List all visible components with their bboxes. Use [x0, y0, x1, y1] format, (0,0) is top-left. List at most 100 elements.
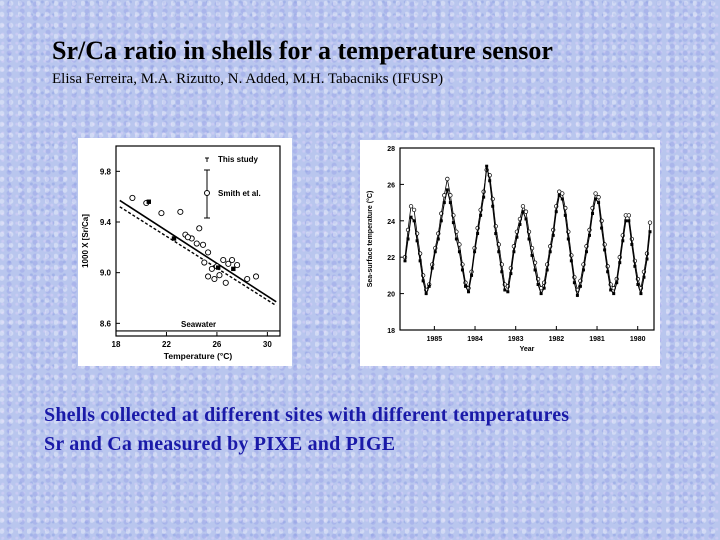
- filled-point: [542, 286, 546, 290]
- filled-point: [588, 233, 592, 237]
- x-tick-label: 1984: [467, 336, 483, 343]
- filled-point: [533, 268, 537, 272]
- filled-point: [536, 283, 540, 286]
- filled-point: [430, 266, 434, 270]
- filled-point: [476, 232, 480, 236]
- smith-point: [184, 234, 191, 241]
- filled-point: [503, 288, 507, 292]
- filled-point: [642, 275, 646, 279]
- filled-point: [515, 235, 519, 239]
- open-point: [626, 213, 631, 218]
- this-study-point: [231, 266, 236, 272]
- filled-point: [575, 293, 579, 297]
- legend-smith: Smith et al.: [218, 189, 261, 198]
- filled-point: [527, 237, 531, 241]
- legend-this-study: This study: [218, 155, 259, 164]
- filled-point: [439, 219, 443, 223]
- smith-point: [199, 241, 207, 248]
- filled-point: [645, 257, 649, 261]
- smith-point: [234, 262, 241, 269]
- open-point: [557, 189, 562, 194]
- x-axis-label: Year: [520, 346, 535, 353]
- open-point: [523, 209, 529, 214]
- filled-point: [539, 292, 543, 296]
- filled-point: [639, 292, 643, 296]
- slide-authors: Elisa Ferreira, M.A. Rizutto, N. Added, …: [52, 71, 444, 87]
- filled-point: [518, 222, 522, 226]
- y-tick-label: 20: [387, 292, 395, 299]
- smith-point: [222, 279, 229, 286]
- filled-point: [418, 259, 422, 263]
- filled-point: [497, 250, 501, 254]
- smith-point: [225, 260, 232, 267]
- smith-point: [205, 249, 212, 256]
- seawater-annotation: Seawater: [181, 320, 216, 329]
- filled-point: [442, 201, 446, 205]
- smith-point: [205, 273, 212, 280]
- this-study-point: [146, 199, 151, 204]
- filled-point: [624, 219, 628, 223]
- x-tick-label: 1983: [508, 336, 524, 343]
- filled-point: [479, 213, 483, 217]
- legend-marker-smith: [204, 190, 210, 196]
- filled-point: [548, 250, 552, 254]
- smith-point: [201, 259, 208, 266]
- filled-point: [563, 213, 567, 217]
- filled-point: [530, 253, 534, 257]
- smith-point: [208, 265, 215, 272]
- filled-point: [591, 212, 595, 216]
- smith-point: [220, 256, 227, 264]
- filled-point: [524, 217, 528, 221]
- filled-point: [615, 281, 619, 285]
- filled-point: [600, 226, 604, 230]
- filled-point: [545, 268, 549, 272]
- line-chart-panel: 18 20 22 24 26 28 1985 1984 1983 1982 1981 1980 Year…: [360, 140, 660, 366]
- open-point: [408, 204, 414, 209]
- smith-point: [158, 210, 165, 217]
- scatter-chart-panel: 8.6 9.0 9.4 9.8 18 22 26 30 Temperature (°C) 1000…: [78, 138, 292, 366]
- open-point: [520, 204, 526, 209]
- filled-point: [606, 270, 610, 274]
- filled-point: [415, 239, 419, 243]
- y-tick-label: 18: [387, 328, 395, 335]
- filled-point: [445, 188, 449, 192]
- smith-point: [229, 256, 236, 264]
- smith-point: [252, 273, 260, 280]
- open-point: [445, 176, 450, 182]
- open-point: [596, 194, 601, 200]
- y-tick-label: 22: [387, 255, 395, 262]
- filled-point: [433, 250, 437, 254]
- filled-point: [560, 197, 564, 201]
- filled-point: [506, 290, 510, 294]
- filled-point: [436, 237, 440, 241]
- smith-point: [211, 275, 218, 283]
- filled-point: [424, 292, 428, 296]
- x-tick-label: 18: [112, 340, 121, 349]
- x-tick-label: 1981: [589, 336, 605, 343]
- y-tick-label: 26: [387, 182, 395, 189]
- filled-point: [566, 237, 570, 241]
- x-tick-label: 22: [162, 340, 171, 349]
- y-axis-label: 1000 X [Sr/Ca]: [81, 214, 90, 268]
- filled-point: [597, 201, 601, 205]
- filled-point: [403, 259, 407, 263]
- y-tick-label: 28: [387, 146, 395, 153]
- this-study-point: [215, 265, 221, 270]
- filled-point: [457, 250, 461, 254]
- bullet-line-1: Shells collected at different sites with…: [44, 404, 570, 426]
- smith-point: [196, 225, 203, 232]
- scatter-chart: 8.6 9.0 9.4 9.8 18 22 26 30 Temperature (°C) 1000…: [81, 145, 281, 361]
- line-chart: 18 20 22 24 26 28 1985 1984 1983 1982 1981 1980 Year…: [366, 146, 655, 353]
- open-point: [647, 220, 653, 225]
- regression-line: [119, 199, 277, 303]
- filled-point: [448, 201, 452, 205]
- filled-point: [551, 233, 555, 237]
- open-point: [560, 191, 565, 196]
- filled-point: [609, 288, 613, 292]
- filled-point: [584, 250, 588, 254]
- smith-point: [129, 194, 136, 201]
- y-axis-label: Sea-surface temperature (°C): [366, 191, 374, 288]
- filled-point: [581, 268, 585, 272]
- filled-point: [512, 250, 516, 254]
- filled-point: [594, 197, 598, 201]
